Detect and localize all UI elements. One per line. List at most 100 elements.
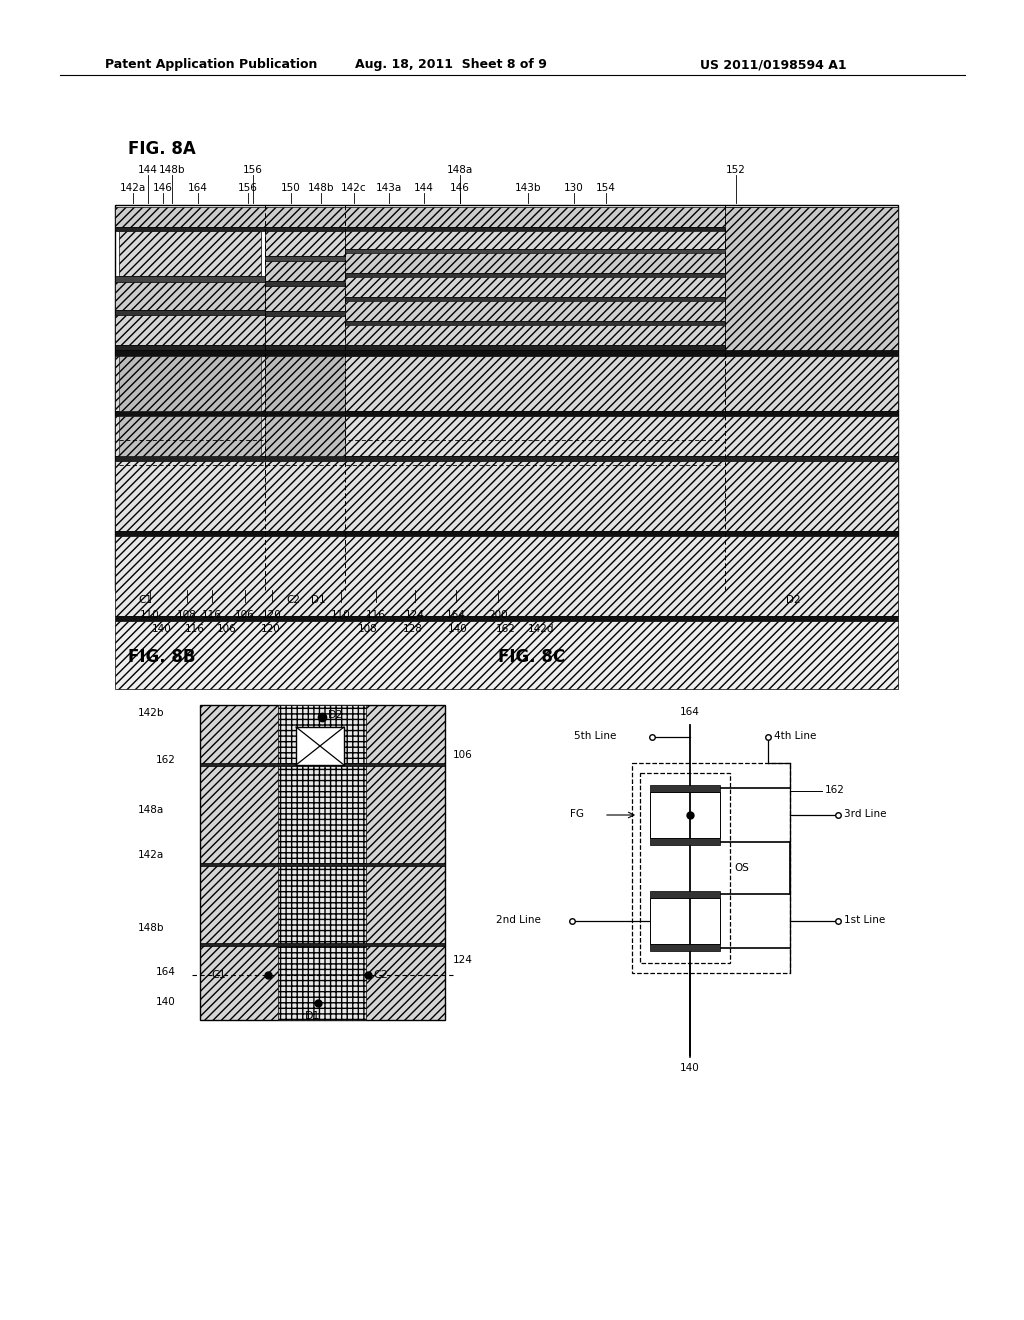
Bar — [115, 356, 898, 411]
Text: 164: 164 — [446, 610, 466, 620]
Bar — [265, 315, 345, 345]
Bar — [345, 345, 725, 350]
Bar — [345, 301, 725, 321]
Text: 156: 156 — [238, 183, 258, 193]
Bar — [115, 411, 898, 416]
Text: C2: C2 — [286, 595, 300, 605]
Text: 154: 154 — [596, 183, 616, 193]
Text: C1: C1 — [211, 970, 226, 979]
Text: US 2011/0198594 A1: US 2011/0198594 A1 — [700, 58, 847, 71]
Bar — [650, 838, 720, 845]
Text: 124: 124 — [453, 954, 473, 965]
Text: OS: OS — [734, 863, 749, 873]
Bar — [115, 276, 265, 282]
Text: D2: D2 — [786, 595, 801, 605]
Text: 150: 150 — [282, 183, 301, 193]
Text: 144: 144 — [414, 183, 434, 193]
Bar — [115, 531, 898, 536]
Bar — [265, 231, 345, 256]
Bar — [200, 763, 445, 766]
Bar — [640, 774, 730, 964]
Text: 142b: 142b — [138, 708, 165, 718]
Text: 162: 162 — [496, 624, 516, 634]
Text: 116: 116 — [202, 610, 222, 620]
Text: D2: D2 — [328, 710, 344, 719]
Bar — [345, 297, 725, 301]
Text: 148b: 148b — [138, 923, 165, 933]
Text: 106: 106 — [236, 610, 255, 620]
Bar — [115, 455, 898, 461]
Bar — [345, 231, 725, 249]
Bar — [725, 207, 898, 352]
Bar — [265, 416, 345, 455]
Bar — [200, 705, 445, 1020]
Text: 162: 162 — [825, 785, 845, 795]
Bar — [115, 345, 265, 350]
Text: 4th Line: 4th Line — [774, 731, 816, 741]
Text: 120: 120 — [261, 624, 281, 634]
Text: 140: 140 — [156, 997, 176, 1007]
Text: 164: 164 — [156, 968, 176, 977]
Text: Aug. 18, 2011  Sheet 8 of 9: Aug. 18, 2011 Sheet 8 of 9 — [355, 58, 547, 71]
Bar — [115, 227, 898, 231]
Text: C1: C1 — [138, 595, 152, 605]
Text: 152: 152 — [726, 165, 745, 176]
Bar — [265, 286, 345, 312]
Bar — [115, 315, 265, 345]
Text: 130: 130 — [564, 183, 584, 193]
Bar — [115, 536, 898, 616]
Text: 156: 156 — [243, 165, 263, 176]
Bar — [115, 205, 898, 590]
Text: Patent Application Publication: Patent Application Publication — [105, 58, 317, 71]
Text: 108: 108 — [177, 610, 197, 620]
Bar — [265, 256, 345, 261]
Bar — [115, 416, 898, 455]
Text: FIG. 8A: FIG. 8A — [128, 140, 196, 158]
Text: 110: 110 — [140, 610, 160, 620]
Text: 110: 110 — [331, 610, 351, 620]
Text: 142c: 142c — [341, 183, 367, 193]
Text: 143a: 143a — [376, 183, 402, 193]
Text: 148a: 148a — [446, 165, 473, 176]
Bar — [119, 416, 261, 455]
Text: 148b: 148b — [308, 183, 334, 193]
Bar — [650, 891, 720, 898]
Bar — [200, 863, 445, 866]
Bar — [632, 763, 790, 973]
Bar — [650, 944, 720, 950]
Text: 124: 124 — [406, 610, 425, 620]
Text: 148a: 148a — [138, 805, 164, 814]
Bar — [345, 253, 725, 273]
Text: 144: 144 — [138, 165, 158, 176]
Text: 200: 200 — [488, 610, 508, 620]
Bar — [650, 792, 720, 838]
Text: 146: 146 — [451, 183, 470, 193]
Text: 3rd Line: 3rd Line — [844, 809, 887, 818]
Text: 2nd Line: 2nd Line — [496, 915, 541, 925]
Text: 146: 146 — [153, 183, 173, 193]
Text: 162: 162 — [156, 755, 176, 766]
Bar — [119, 356, 261, 411]
Text: 164: 164 — [188, 183, 208, 193]
Bar — [115, 310, 265, 315]
Text: 142d: 142d — [527, 624, 554, 634]
Text: 164: 164 — [680, 708, 700, 717]
Bar — [650, 785, 720, 792]
Text: C2: C2 — [373, 970, 388, 979]
Text: FIG. 8C: FIG. 8C — [498, 648, 565, 667]
Bar — [296, 727, 344, 766]
Text: FIG. 8B: FIG. 8B — [128, 648, 196, 667]
Text: 106: 106 — [217, 624, 237, 634]
Text: D1: D1 — [311, 595, 326, 605]
Text: 1st Line: 1st Line — [844, 915, 886, 925]
Bar — [200, 942, 445, 946]
Bar — [265, 312, 345, 315]
Text: 116: 116 — [366, 610, 386, 620]
Text: 116: 116 — [185, 624, 205, 634]
Text: 142a: 142a — [138, 850, 164, 861]
Bar — [345, 273, 725, 277]
Bar — [115, 350, 898, 356]
Bar — [345, 325, 725, 345]
Bar — [345, 321, 725, 325]
Bar — [115, 282, 265, 310]
